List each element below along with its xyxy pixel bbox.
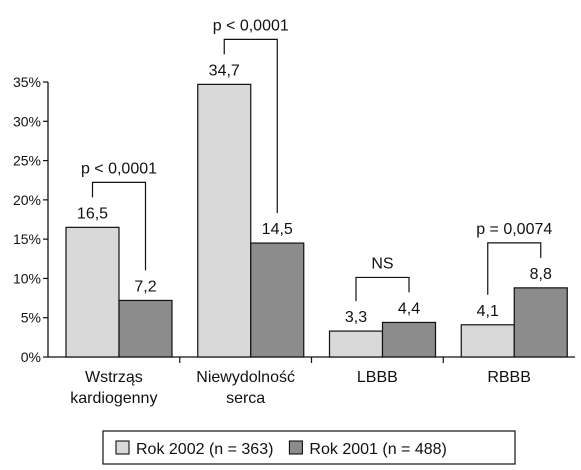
data-label: 16,5 xyxy=(77,205,108,222)
x-category-label: serca xyxy=(226,390,265,407)
y-tick-label: 15% xyxy=(13,231,41,247)
x-category-label: kardiogenny xyxy=(70,390,157,407)
significance-bracket xyxy=(487,242,542,295)
x-category-label: Wstrząs xyxy=(85,369,143,386)
x-category-label: RBBB xyxy=(487,369,531,386)
axes: 0% 5% 10% 15% 20% 25% 30% 35% Wstrząs kardiogenny… xyxy=(13,74,575,407)
x-category-label: Niewydolność xyxy=(196,369,295,386)
legend-box xyxy=(102,430,516,465)
y-tick-label: 25% xyxy=(13,153,41,169)
y-tick-label: 20% xyxy=(13,192,41,208)
y-tick-label: 30% xyxy=(13,113,41,129)
x-category-label: LBBB xyxy=(357,369,398,386)
significance-bracket xyxy=(355,276,410,302)
y-tick-label: 0% xyxy=(21,349,41,365)
legend-swatch xyxy=(288,440,303,455)
bar xyxy=(65,226,120,358)
significance-label: p < 0,0001 xyxy=(81,160,157,177)
bar xyxy=(328,330,384,358)
bar xyxy=(460,324,515,358)
data-label: 14,5 xyxy=(262,221,293,238)
bars xyxy=(65,83,568,358)
significance-brackets: p < 0,0001 p < 0,0001 NS p = 0,0074 xyxy=(81,17,552,302)
data-label: 7,2 xyxy=(134,278,156,295)
legend-label: Rok 2001 (n = 488) xyxy=(309,441,446,458)
y-tick-label: 10% xyxy=(13,270,41,286)
data-label: 3,3 xyxy=(345,309,367,326)
y-tick-label: 5% xyxy=(21,310,41,326)
significance-label: p < 0,0001 xyxy=(213,17,289,34)
legend: Rok 2002 (n = 363) Rok 2001 (n = 488) xyxy=(102,430,516,465)
data-labels: 16,5 7,2 34,7 14,5 3,3 4,4 4,1 8,8 xyxy=(77,62,552,326)
data-label: 4,1 xyxy=(477,303,499,320)
significance-label: p = 0,0074 xyxy=(476,221,552,238)
legend-label: Rok 2002 (n = 363) xyxy=(136,441,273,458)
y-tick-label: 35% xyxy=(13,74,41,90)
significance-bracket xyxy=(91,181,147,271)
data-label: 8,8 xyxy=(530,266,552,283)
data-label: 4,4 xyxy=(398,300,420,317)
data-label: 34,7 xyxy=(209,62,240,79)
legend-swatch xyxy=(115,440,130,455)
significance-bracket xyxy=(223,38,278,214)
bar xyxy=(513,287,568,358)
significance-label: NS xyxy=(371,255,393,272)
bar xyxy=(250,242,305,358)
bar xyxy=(118,299,173,358)
bar xyxy=(197,83,252,358)
bar xyxy=(381,321,437,358)
